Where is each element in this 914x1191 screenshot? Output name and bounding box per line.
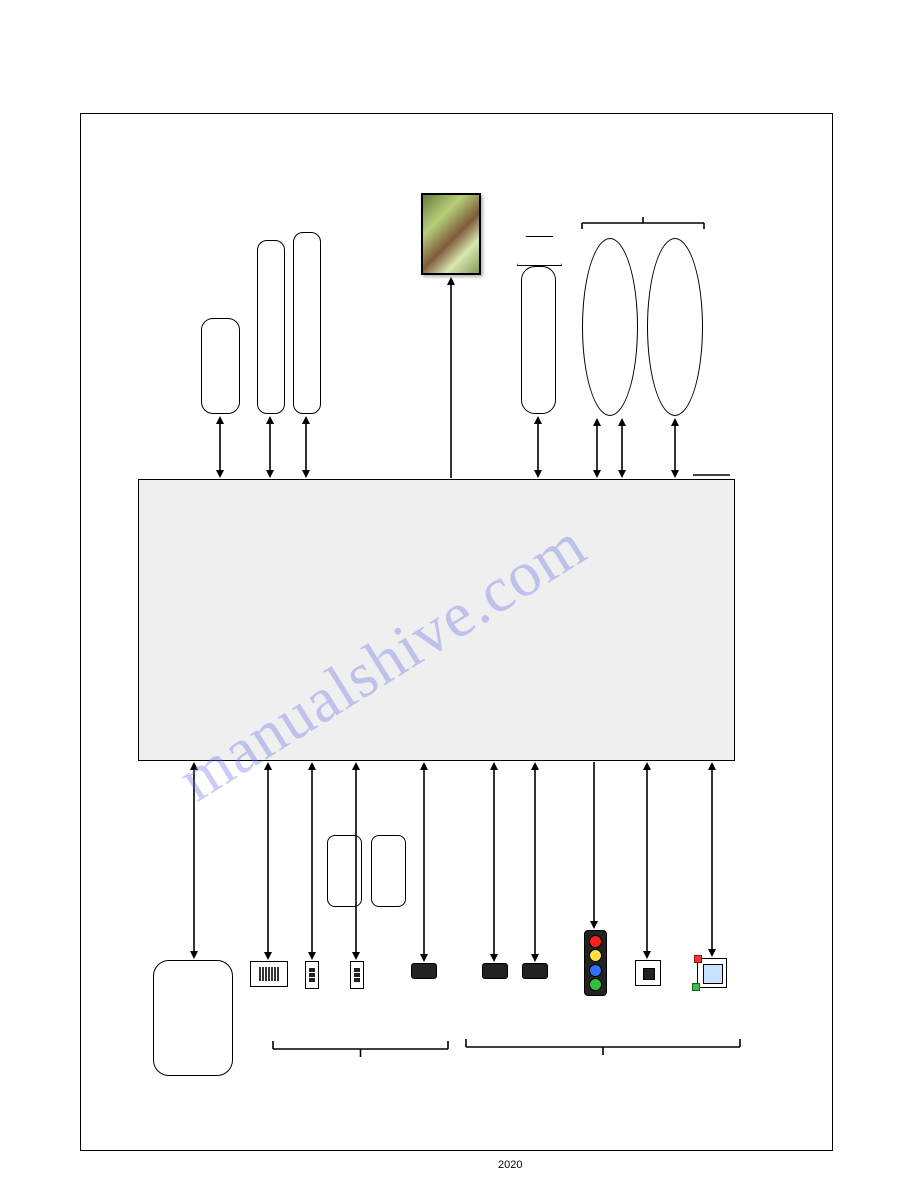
top-ellipse-1 [582, 238, 638, 416]
color-square-port-icon [697, 958, 727, 988]
tv-screen-icon [421, 193, 481, 275]
bottom-mid-block-b [371, 835, 406, 907]
footer-page-number: 2020 [498, 1159, 522, 1171]
hdmi-port-1-icon [411, 963, 437, 979]
hdmi-port-3-icon [522, 963, 548, 979]
usb-port-a-icon [305, 961, 319, 989]
square-port-icon [635, 960, 661, 986]
speaker-device-body [521, 266, 556, 414]
top-block-3 [293, 232, 321, 414]
top-block-1 [201, 318, 240, 414]
central-block [138, 479, 735, 761]
bottom-large-block [153, 960, 233, 1076]
hdmi-port-2-icon [482, 963, 508, 979]
bottom-mid-block-a [327, 835, 362, 907]
usb-port-b-icon [350, 961, 364, 989]
traffic-light-icon [584, 930, 607, 996]
top-block-2 [257, 240, 285, 414]
sd-slot-icon [250, 961, 288, 987]
top-ellipse-2 [647, 238, 703, 416]
